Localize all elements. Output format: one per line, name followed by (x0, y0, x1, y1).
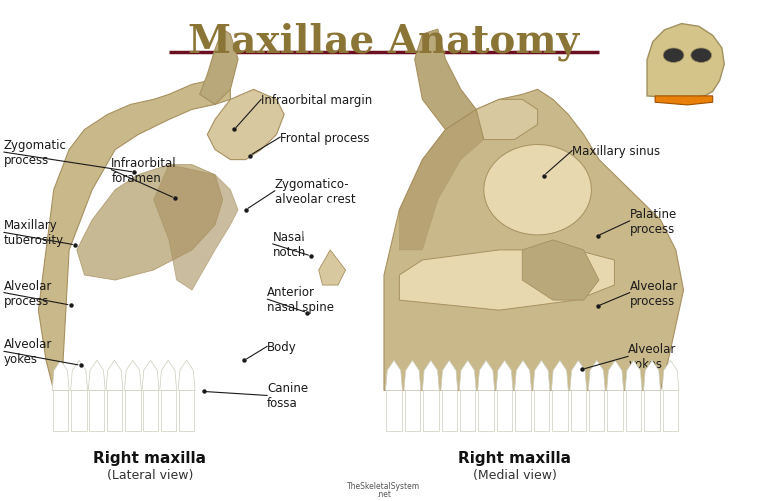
Polygon shape (626, 391, 641, 431)
Polygon shape (106, 361, 123, 391)
Polygon shape (441, 361, 458, 391)
Text: Alveolar
process: Alveolar process (4, 279, 52, 307)
Polygon shape (154, 165, 238, 291)
Polygon shape (515, 391, 531, 431)
Text: Zygomatico-
alveolar crest: Zygomatico- alveolar crest (275, 177, 356, 205)
Text: Body: Body (267, 340, 297, 353)
Polygon shape (663, 391, 678, 431)
Text: Alveolar
process: Alveolar process (630, 279, 678, 307)
Text: Nasal
notch: Nasal notch (273, 230, 306, 259)
Polygon shape (607, 361, 624, 391)
Polygon shape (38, 80, 230, 391)
Polygon shape (404, 361, 421, 391)
Text: Frontal process: Frontal process (280, 131, 370, 144)
Text: Maxillae Anatomy: Maxillae Anatomy (188, 23, 580, 61)
Polygon shape (644, 391, 660, 431)
Polygon shape (478, 361, 495, 391)
Text: (Medial view): (Medial view) (472, 468, 557, 481)
Text: Anterior
nasal spine: Anterior nasal spine (267, 286, 334, 314)
Polygon shape (571, 391, 586, 431)
Polygon shape (160, 361, 177, 391)
Polygon shape (644, 361, 660, 391)
Polygon shape (386, 361, 402, 391)
Polygon shape (125, 391, 141, 431)
Text: TheSkeletalSystem
.net: TheSkeletalSystem .net (347, 481, 421, 498)
Polygon shape (588, 361, 605, 391)
Polygon shape (570, 361, 587, 391)
Polygon shape (178, 361, 195, 391)
Ellipse shape (484, 145, 591, 235)
Polygon shape (589, 391, 604, 431)
Polygon shape (52, 361, 69, 391)
Polygon shape (476, 100, 538, 140)
Text: Alveolar
yokes: Alveolar yokes (628, 343, 677, 371)
Polygon shape (533, 361, 550, 391)
Text: Infraorbital margin: Infraorbital margin (261, 94, 372, 107)
Polygon shape (143, 391, 158, 431)
Text: (Lateral view): (Lateral view) (107, 468, 193, 481)
Polygon shape (88, 361, 105, 391)
Ellipse shape (663, 49, 684, 63)
Polygon shape (423, 391, 439, 431)
Polygon shape (405, 391, 420, 431)
Polygon shape (89, 391, 104, 431)
Text: Canine
fossa: Canine fossa (267, 382, 309, 410)
Polygon shape (478, 391, 494, 431)
Polygon shape (124, 361, 141, 391)
Polygon shape (77, 165, 223, 281)
Polygon shape (522, 240, 599, 301)
Polygon shape (625, 361, 642, 391)
Text: Zygomatic
process: Zygomatic process (4, 139, 67, 167)
Polygon shape (399, 110, 484, 250)
Text: Infraorbital
foramen: Infraorbital foramen (111, 156, 177, 184)
Polygon shape (442, 391, 457, 431)
Polygon shape (386, 391, 402, 431)
Polygon shape (179, 391, 194, 431)
Polygon shape (647, 25, 724, 99)
Text: Palatine
process: Palatine process (630, 207, 677, 235)
Ellipse shape (303, 203, 365, 263)
Polygon shape (319, 250, 346, 286)
Polygon shape (384, 90, 684, 391)
Polygon shape (200, 30, 238, 105)
Polygon shape (71, 391, 87, 431)
Polygon shape (207, 90, 284, 160)
Polygon shape (496, 361, 513, 391)
Polygon shape (497, 391, 512, 431)
Text: Right maxilla: Right maxilla (458, 450, 571, 465)
Text: Alveolar
yokes: Alveolar yokes (4, 338, 52, 366)
Polygon shape (399, 250, 614, 311)
Polygon shape (552, 391, 568, 431)
Polygon shape (415, 30, 476, 130)
Polygon shape (161, 391, 176, 431)
Polygon shape (551, 361, 568, 391)
Text: Maxillary sinus: Maxillary sinus (572, 145, 660, 158)
Polygon shape (515, 361, 531, 391)
Polygon shape (142, 361, 159, 391)
Polygon shape (534, 391, 549, 431)
Ellipse shape (690, 49, 712, 63)
Text: Maxillary
tuberosity: Maxillary tuberosity (4, 219, 64, 247)
Polygon shape (107, 391, 122, 431)
Polygon shape (53, 391, 68, 431)
Polygon shape (459, 361, 476, 391)
Polygon shape (71, 361, 88, 391)
Polygon shape (460, 391, 475, 431)
Text: Right maxilla: Right maxilla (93, 450, 207, 465)
Polygon shape (655, 97, 713, 106)
Polygon shape (422, 361, 439, 391)
Polygon shape (607, 391, 623, 431)
Polygon shape (662, 361, 679, 391)
